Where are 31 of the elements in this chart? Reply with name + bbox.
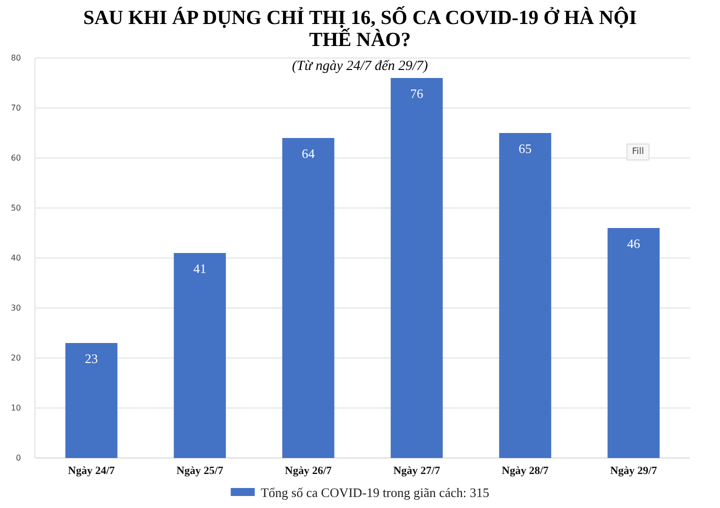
y-tick-label: 50 [10, 204, 21, 213]
y-tick-label: 80 [10, 54, 21, 63]
bar [390, 78, 443, 458]
data-label: 76 [410, 86, 424, 101]
y-tick-label: 30 [10, 304, 21, 313]
y-tick-label: 0 [16, 454, 21, 463]
x-tick-label: Ngày 27/7 [393, 464, 441, 477]
x-tick-label: Ngày 26/7 [284, 464, 332, 477]
bar [608, 228, 660, 458]
x-tick-label: Ngày 29/7 [610, 464, 658, 477]
bar [282, 138, 334, 458]
y-tick-label: 70 [10, 104, 21, 113]
data-label: 46 [627, 236, 641, 251]
bar [174, 253, 226, 458]
x-tick-label: Ngày 25/7 [176, 464, 224, 477]
y-tick-label: 40 [10, 254, 21, 263]
y-tick-label: 20 [10, 354, 21, 363]
bar [499, 133, 552, 458]
data-label: 41 [193, 261, 206, 276]
legend-label: Tổng số ca COVID-19 trong giãn cách: 315 [260, 485, 490, 500]
data-label: 23 [84, 351, 98, 366]
x-tick-label: Ngày 24/7 [68, 464, 116, 477]
chart-title: SAU KHI ÁP DỤNG CHỈ THỊ 16, SỐ CA COVID-19 Ở HÀ NỘI THẾ NÀO? [83, 6, 638, 51]
chart-subtitle: (Từ ngày 24/7 đến 29/7) [292, 59, 428, 74]
y-tick-label: 10 [10, 404, 21, 413]
x-tick-label: Ngày 28/7 [502, 464, 550, 477]
data-label: 64 [302, 146, 316, 161]
data-label: 65 [518, 141, 532, 156]
y-tick-label: 60 [10, 154, 21, 163]
bar [65, 343, 118, 458]
annotation: Fill [632, 147, 644, 157]
